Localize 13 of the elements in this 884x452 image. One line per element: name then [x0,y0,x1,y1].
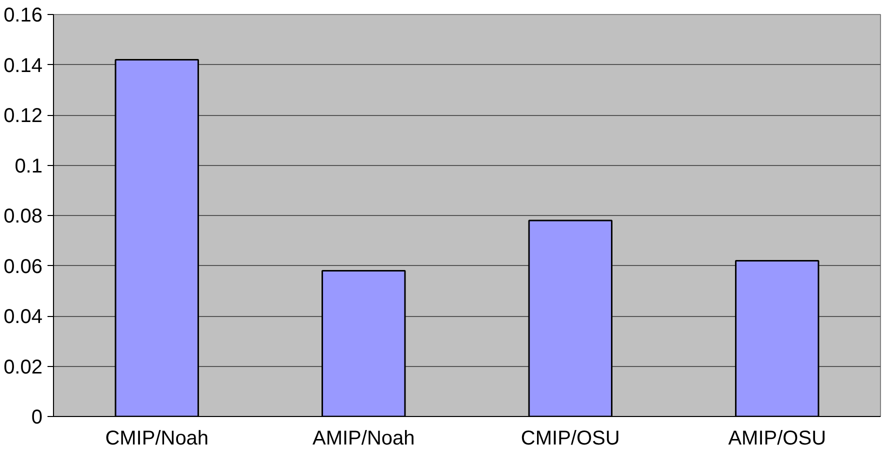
y-tick-label: 0.04 [4,306,43,328]
x-tick-label: AMIP/Noah [312,428,415,450]
y-tick-label: 0.06 [4,256,43,278]
y-tick-label: 0.1 [14,155,43,178]
y-tick-label: 0 [31,406,42,428]
x-tick-label: AMIP/OSU [728,428,826,450]
y-tick-label: 0.16 [4,4,43,26]
y-tick-label: 0.14 [4,54,43,77]
x-tick-label: CMIP/Noah [105,428,209,450]
y-tick-label: 0.12 [4,105,43,127]
y-tick-label: 0.02 [4,356,43,378]
y-tick-label: 0.08 [4,206,43,228]
x-tick-label: CMIP/OSU [520,428,620,450]
